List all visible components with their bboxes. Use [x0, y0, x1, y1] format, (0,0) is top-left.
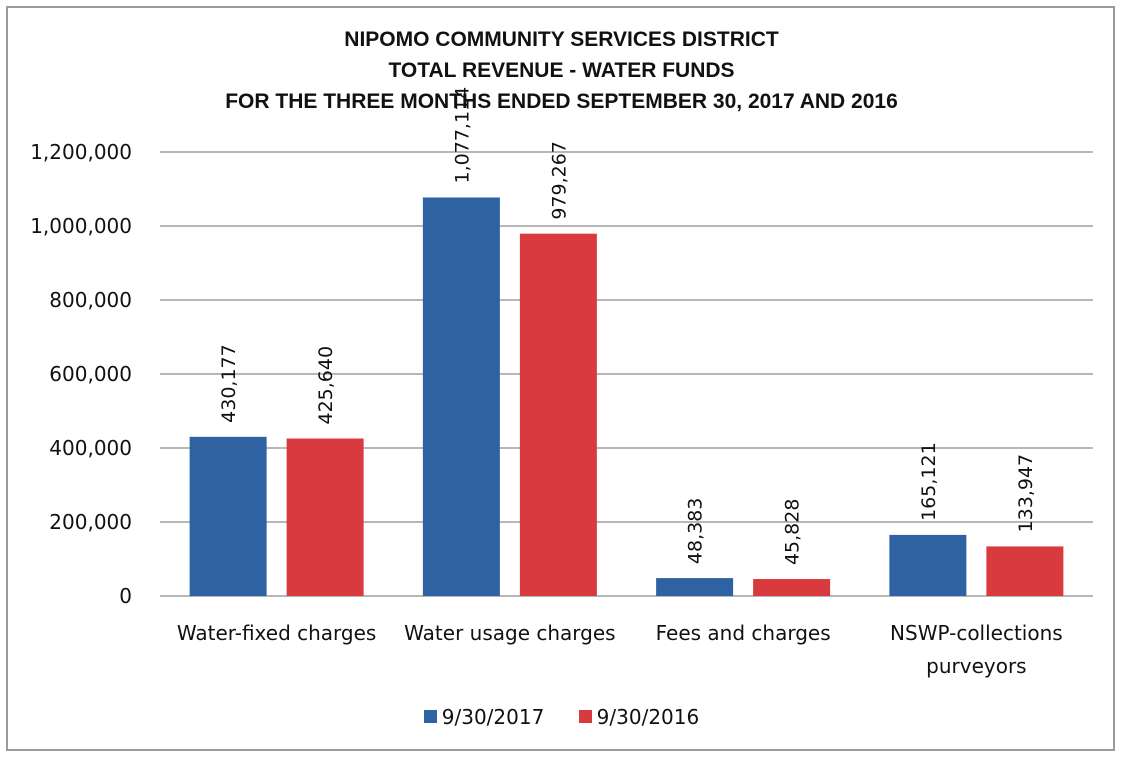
- chart-subtitle-period: FOR THE THREE MONTHS ENDED SEPTEMBER 30,…: [225, 90, 898, 113]
- bar-9-30-2017: [889, 534, 967, 596]
- data-label: 430,177: [218, 344, 240, 423]
- legend-swatch-2016: [578, 710, 592, 723]
- x-category-label: purveyors: [926, 654, 1026, 678]
- data-label: 165,121: [918, 442, 940, 521]
- bar-9-30-2017: [422, 197, 500, 596]
- data-label: 133,947: [1015, 454, 1037, 533]
- data-label: 425,640: [315, 346, 337, 425]
- y-tick-label: 0: [119, 584, 132, 608]
- bar-9-30-2017: [656, 578, 734, 596]
- y-tick-label: 600,000: [49, 362, 132, 386]
- y-tick-label: 1,200,000: [30, 140, 132, 164]
- y-tick-label: 400,000: [49, 436, 132, 460]
- bar-9-30-2016: [986, 546, 1064, 596]
- bar-9-30-2016: [753, 579, 831, 596]
- x-category-label: Water usage charges: [404, 621, 615, 645]
- x-category-label: Fees and charges: [656, 621, 831, 645]
- chart-title-block: NIPOMO COMMUNITY SERVICES DISTRICT TOTAL…: [0, 24, 1123, 117]
- legend-swatch-2017: [423, 710, 437, 723]
- legend-item-2017: 9/30/2017: [423, 704, 545, 729]
- y-axis-ticks: 0 200,000 400,000 600,000 800,000 1,000,000 1,…: [30, 140, 132, 608]
- y-tick-label: 800,000: [49, 288, 132, 312]
- bar-9-30-2016: [286, 438, 364, 596]
- y-tick-label: 1,000,000: [30, 214, 132, 238]
- chart-title: NIPOMO COMMUNITY SERVICES DISTRICT: [344, 28, 779, 51]
- x-category-label: Water-fixed charges: [177, 621, 376, 645]
- data-label: 45,828: [782, 499, 804, 565]
- legend-label-2017: 9/30/2017: [441, 704, 545, 729]
- data-label: 979,267: [548, 141, 570, 220]
- legend-label-2016: 9/30/2016: [596, 704, 700, 729]
- x-category-label: NSWP-collections: [890, 621, 1063, 645]
- chart-subtitle: TOTAL REVENUE - WATER FUNDS: [388, 59, 735, 82]
- y-tick-label: 200,000: [49, 510, 132, 534]
- bars: [189, 197, 1064, 596]
- data-label: 1,077,114: [451, 87, 473, 184]
- data-labels: 430,177 425,640 1,077,114 979,267 48,383 45,8…: [218, 87, 1037, 565]
- legend: 9/30/2017 9/30/2016: [0, 704, 1123, 729]
- x-axis-categories: Water-fixed charges Water usage charges Fe…: [177, 621, 1063, 678]
- legend-item-2016: 9/30/2016: [578, 704, 700, 729]
- bar-9-30-2017: [189, 436, 267, 596]
- bar-9-30-2016: [519, 233, 597, 596]
- data-label: 48,383: [685, 498, 707, 564]
